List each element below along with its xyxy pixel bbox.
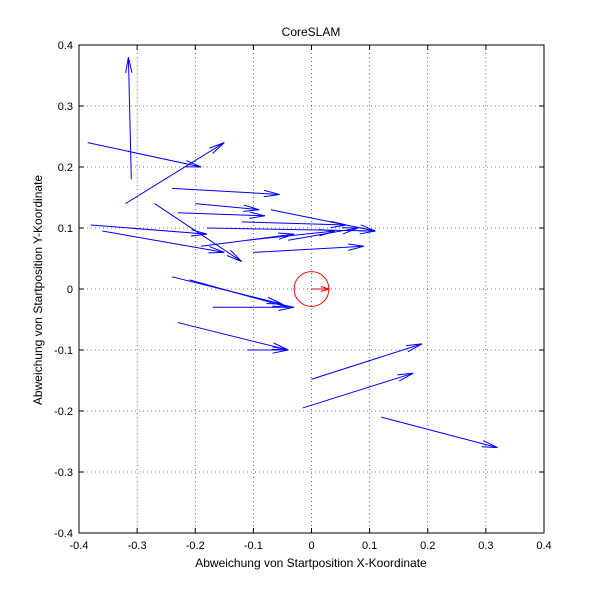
x-tick-label: -0.4 [70, 540, 89, 552]
heading-arrow-head [320, 286, 331, 292]
arrow-head [272, 346, 289, 354]
arrow-shaft [241, 221, 347, 226]
arrow [171, 187, 280, 198]
arrow [154, 203, 243, 263]
arrow-shaft [288, 227, 359, 241]
arrow [311, 343, 423, 380]
arrow [381, 416, 498, 449]
y-tick-label: -0.3 [54, 467, 73, 479]
y-tick-label: -0.4 [54, 528, 73, 540]
x-tick-label: -0.2 [186, 540, 205, 552]
arrow-shaft [90, 224, 207, 235]
tick-labels: -0.4 -0.3 -0.2 -0.1 0 0.1 0.2 0.3 0.4 -0.4 -0.3 -0.… [54, 40, 552, 552]
arrow-shaft [311, 343, 423, 380]
arrow-shaft [177, 212, 266, 217]
arrow [247, 346, 289, 354]
arrow-head [347, 243, 364, 251]
x-tick-label: -0.3 [128, 540, 147, 552]
y-tick-label: -0.2 [54, 406, 73, 418]
x-tick-label: 0.3 [478, 540, 493, 552]
x-tick-label: -0.1 [244, 540, 263, 552]
arrow-head [125, 57, 133, 74]
arrow [125, 57, 133, 180]
y-tick-label: 0.1 [58, 223, 73, 235]
arrow-shaft [127, 57, 132, 180]
arrow-head [209, 142, 225, 154]
chart-title: CoreSLAM [282, 25, 341, 39]
arrow-shaft [206, 227, 376, 232]
y-tick-label: -0.1 [54, 345, 73, 357]
arrow-shaft [87, 142, 202, 168]
arrow-head [397, 372, 414, 382]
start-position-marker [293, 271, 331, 307]
arrow-shaft [381, 416, 498, 449]
y-tick-label: 0.3 [58, 101, 73, 113]
arrow [270, 209, 376, 232]
arrow-shaft [154, 203, 243, 262]
arrow-head [249, 211, 266, 219]
arrow-shaft [102, 230, 225, 253]
arrow-shaft [253, 245, 364, 253]
arrow-head [278, 303, 295, 311]
y-tick-label: 0.2 [58, 162, 73, 174]
arrow [212, 303, 295, 311]
arrow [177, 211, 266, 219]
arrow-shaft [302, 372, 414, 409]
arrow-head [226, 249, 243, 263]
plot-area [87, 57, 498, 449]
arrow-shaft [125, 142, 225, 205]
arrow [302, 372, 414, 409]
arrow-shaft [195, 203, 260, 211]
x-tick-label: 0.2 [420, 540, 435, 552]
arrow-head [278, 232, 295, 240]
arrow-shaft [189, 279, 289, 308]
arrow-head [481, 440, 498, 449]
axes [78, 44, 545, 534]
arrow-head [359, 224, 376, 232]
arrow-head [243, 204, 260, 212]
y-axis-label: Abweichung von Startposition Y-Koordinat… [31, 175, 45, 405]
arrow [253, 243, 364, 253]
x-axis-label: Abweichung von Startposition X-Koordinat… [195, 556, 427, 570]
x-tick-label: 0.1 [362, 540, 377, 552]
arrow-head [405, 343, 423, 353]
x-tick-label: 0.4 [536, 540, 551, 552]
arrow-head [263, 189, 280, 198]
arrow [125, 142, 225, 205]
arrow-shaft [270, 209, 376, 232]
arrow-shaft [171, 187, 280, 195]
y-tick-label: 0.4 [58, 40, 73, 52]
arrow [102, 230, 225, 254]
arrow [195, 203, 260, 212]
x-tick-label: 0 [308, 540, 314, 552]
y-tick-label: 0 [67, 284, 73, 296]
arrow-shaft [177, 322, 289, 351]
arrow-shaft [247, 230, 335, 241]
arrow-head [208, 246, 225, 254]
